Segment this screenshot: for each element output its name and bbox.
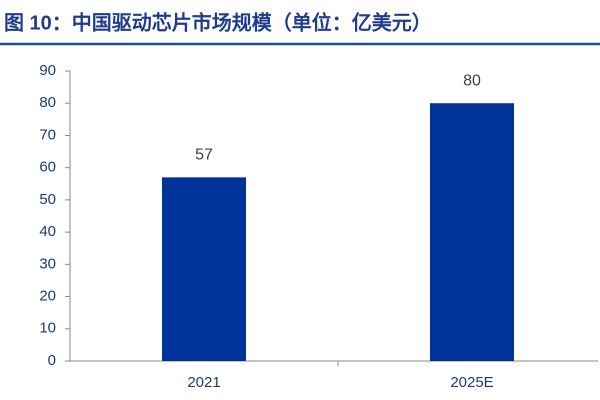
y-tick-label: 60 (39, 159, 56, 176)
y-tick-label: 90 (39, 62, 56, 79)
x-tick-label: 2021 (187, 374, 220, 391)
y-tick-label: 80 (39, 94, 56, 111)
chart-title: 图 10：中国驱动芯片市场规模（单位：亿美元） (4, 10, 432, 34)
y-tick-label: 50 (39, 191, 56, 208)
data-label: 57 (195, 147, 213, 164)
y-tick-label: 30 (39, 255, 56, 272)
bar (430, 103, 514, 361)
bar (162, 177, 246, 361)
y-tick-label: 10 (39, 320, 56, 337)
y-tick-label: 0 (48, 352, 56, 369)
y-tick-label: 40 (39, 223, 56, 240)
x-tick-label: 2025E (450, 374, 493, 391)
data-label: 80 (463, 72, 481, 89)
y-tick-label: 70 (39, 126, 56, 143)
y-tick-label: 20 (39, 288, 56, 305)
